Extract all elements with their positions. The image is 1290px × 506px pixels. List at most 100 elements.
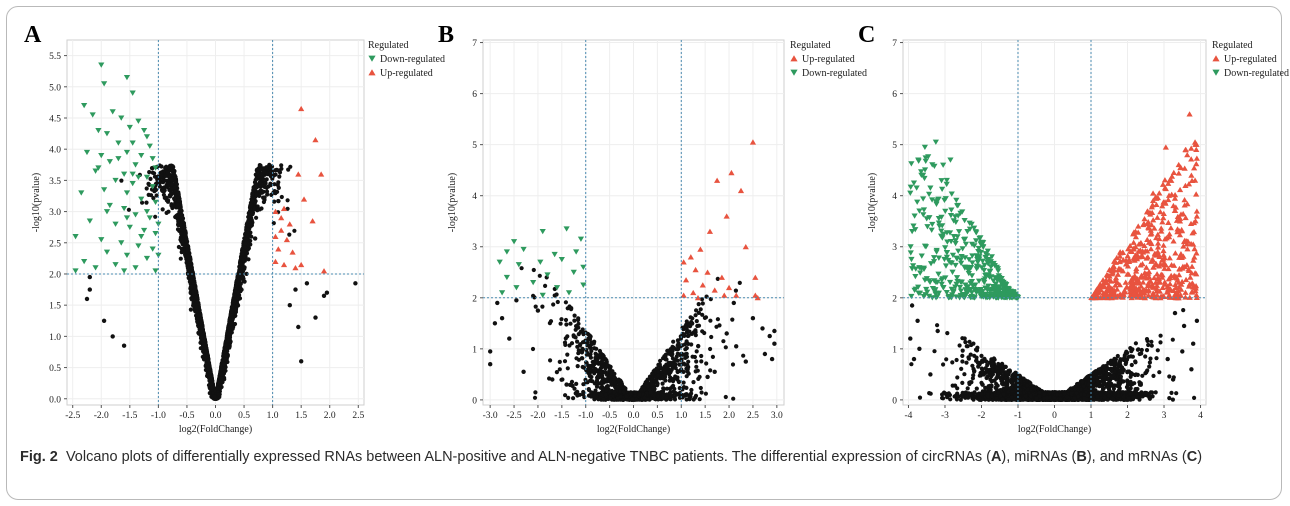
ns-point: [664, 395, 669, 400]
ns-point: [259, 206, 264, 211]
ns-point: [688, 315, 693, 320]
ns-point: [665, 386, 670, 391]
ns-point: [667, 378, 672, 383]
ns-point: [87, 287, 93, 292]
panel-a-letter: A: [24, 22, 42, 48]
ns-point: [551, 302, 556, 307]
ns-point: [548, 358, 553, 363]
ns-point: [151, 196, 156, 201]
ns-point: [731, 300, 736, 306]
ns-point: [618, 394, 623, 399]
ns-point: [576, 351, 581, 356]
ns-point: [598, 381, 603, 386]
ns-point: [147, 170, 152, 175]
ns-point: [691, 380, 696, 385]
ns-point: [733, 288, 739, 293]
ns-point: [708, 346, 713, 352]
ns-point: [183, 232, 188, 237]
ns-point: [750, 316, 756, 321]
ns-point: [737, 280, 742, 285]
ns-point: [637, 392, 642, 397]
y-tick-label: 1.0: [49, 333, 61, 343]
ns-point: [721, 339, 726, 344]
ns-point: [671, 339, 676, 344]
ns-point: [684, 339, 689, 344]
ns-point: [608, 396, 613, 401]
ns-point: [574, 381, 579, 386]
ns-point: [255, 171, 260, 176]
ns-point: [242, 245, 248, 250]
ns-point: [194, 288, 199, 294]
ns-point: [262, 169, 267, 174]
ns-point: [645, 384, 650, 389]
ns-point: [594, 353, 599, 358]
ns-point: [223, 343, 228, 348]
y-tick-label: 5.0: [49, 83, 61, 93]
ns-point: [166, 209, 171, 214]
ns-point: [201, 342, 206, 347]
ns-point: [762, 351, 768, 357]
ns-point: [206, 358, 211, 364]
ns-point: [293, 287, 298, 292]
x-tick-label: -3.0: [483, 411, 498, 421]
ns-point: [264, 177, 269, 182]
ns-point: [263, 181, 268, 186]
ns-point: [579, 356, 585, 361]
ns-point: [250, 198, 255, 204]
ns-point: [186, 268, 191, 273]
ns-point: [699, 353, 704, 359]
ns-point: [672, 397, 678, 402]
ns-point: [572, 318, 577, 323]
ns-point: [586, 367, 591, 372]
ns-point: [499, 316, 505, 321]
panel-b-letter: B: [438, 22, 454, 48]
x-tick-label: 2.5: [352, 411, 364, 421]
panel-a-legend-entry-1: Down-regulated: [380, 54, 445, 65]
panel-a-y-ticks: 0.00.51.01.52.02.53.03.54.04.55.05.5: [49, 52, 67, 405]
panel-a-x-axis-label: log2(FoldChange): [179, 424, 252, 435]
ns-point: [624, 394, 629, 399]
ns-point: [279, 163, 284, 168]
ns-point: [176, 198, 181, 203]
ns-point: [277, 174, 282, 179]
ns-point: [249, 234, 254, 239]
ns-point: [514, 298, 519, 303]
ns-point: [209, 376, 214, 381]
ns-point: [572, 313, 577, 318]
ns-point: [262, 195, 267, 200]
ns-point: [604, 358, 609, 363]
panel-a-legend-title: Regulated: [368, 40, 409, 51]
ns-point: [684, 351, 689, 356]
ns-point: [519, 266, 524, 271]
ns-point: [176, 222, 181, 228]
ns-point: [567, 343, 572, 348]
ns-point: [614, 385, 620, 390]
ns-point: [730, 362, 736, 367]
ns-point: [238, 261, 243, 267]
ns-point: [247, 214, 253, 219]
ns-point: [144, 186, 149, 191]
ns-point: [592, 367, 597, 373]
ns-point: [140, 200, 145, 205]
panel-a-x-ticks: -2.5 -2.0 -1.5 -1.0 -0.5 0.0 0.5 1.0 1.5 2.0 2.5: [65, 405, 364, 421]
ns-point: [238, 269, 243, 275]
ns-point: [230, 304, 235, 309]
ns-point: [594, 384, 600, 389]
ns-point: [275, 182, 280, 188]
ns-point: [656, 390, 662, 395]
ns-point: [240, 257, 246, 262]
panel-a-legend: Regulated Down-regulated Up-regulated: [368, 40, 445, 79]
ns-point: [304, 281, 310, 286]
ns-point: [254, 192, 259, 198]
x-tick-label: 1.5: [295, 411, 307, 421]
ns-point: [321, 293, 327, 298]
ns-point: [608, 389, 613, 394]
ns-point: [279, 194, 284, 200]
panel-a-y-axis-label: -log10(pvalue): [31, 173, 42, 232]
ns-point: [353, 281, 358, 286]
ns-point: [245, 233, 250, 238]
ns-point: [680, 352, 685, 357]
ns-point: [669, 353, 674, 358]
y-tick-label: 3.0: [49, 208, 61, 218]
ns-point: [708, 318, 713, 323]
